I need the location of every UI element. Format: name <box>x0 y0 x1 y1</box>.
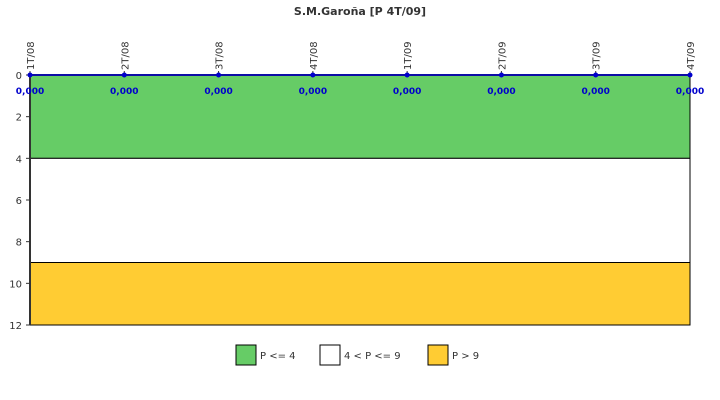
data-label: 0,000 <box>487 87 515 97</box>
data-label: 0,000 <box>204 87 232 97</box>
x-tick-label: 4T/09 <box>686 41 697 70</box>
band-1 <box>29 157 691 263</box>
legend-label: P > 9 <box>452 351 479 362</box>
x-tick-label: 3T/08 <box>215 41 226 70</box>
data-label: 0,000 <box>110 87 138 97</box>
y-tick-label: 0 <box>16 71 22 82</box>
series-layer: 0,000 0,000 0,000 0,000 0,000 0,000 0,000 0,000 <box>16 72 704 97</box>
data-point <box>498 72 504 78</box>
data-point <box>27 72 33 78</box>
y-tick-label: 4 <box>16 154 22 165</box>
legend-swatch <box>427 344 449 366</box>
band-0 <box>29 74 691 159</box>
y-tick-label: 8 <box>16 238 22 249</box>
data-label: 0,000 <box>393 87 421 97</box>
data-point <box>216 72 222 78</box>
data-point <box>687 72 693 78</box>
x-tick-label: 4T/08 <box>309 41 320 70</box>
legend-swatch <box>235 344 257 366</box>
data-label: 0,000 <box>676 87 704 97</box>
data-point <box>121 72 127 78</box>
legend-label: P <= 4 <box>260 351 296 362</box>
data-label: 0,000 <box>581 87 609 97</box>
legend-label: 4 < P <= 9 <box>344 351 401 362</box>
band-2 <box>29 262 691 326</box>
x-tick-label: 1T/09 <box>403 41 414 70</box>
x-tick-label: 2T/09 <box>497 41 508 70</box>
data-label: 0,000 <box>299 87 327 97</box>
x-tick-label: 3T/09 <box>592 41 603 70</box>
legend-swatch <box>319 344 341 366</box>
x-tick-label: 2T/08 <box>120 41 131 70</box>
y-tick-label: 12 <box>9 321 22 332</box>
data-label: 0,000 <box>16 87 44 97</box>
data-point <box>404 72 410 78</box>
chart-title: S.M.Garoña [P 4T/09] <box>294 5 426 18</box>
legend: P <= 4 4 < P <= 9 P > 9 <box>235 344 479 366</box>
threshold-bands <box>29 74 691 326</box>
y-tick-label: 2 <box>16 113 22 124</box>
y-tick-label: 10 <box>9 279 22 290</box>
x-tick-label: 1T/08 <box>26 41 37 70</box>
y-tick-label: 6 <box>16 196 22 207</box>
data-point <box>593 72 599 78</box>
data-point <box>310 72 316 78</box>
